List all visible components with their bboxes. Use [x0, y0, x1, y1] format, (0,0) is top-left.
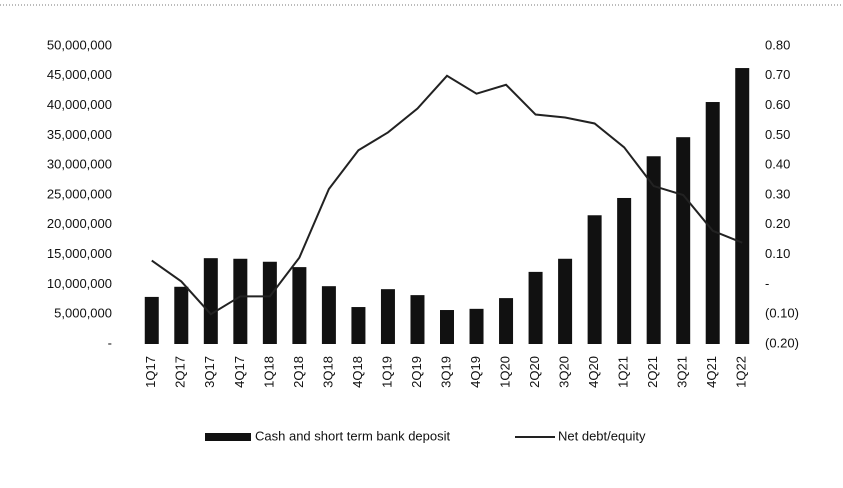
x-tick-label: 3Q19 — [438, 356, 453, 388]
x-tick-label: 3Q17 — [202, 356, 217, 388]
x-tick-label: 2Q20 — [527, 356, 542, 388]
bar — [705, 102, 720, 344]
bar — [380, 289, 395, 344]
x-tick-label: 2Q21 — [645, 356, 660, 388]
bar — [321, 286, 336, 344]
y2-tick-label: 0.20 — [765, 216, 790, 231]
y-tick-label: 20,000,000 — [47, 216, 112, 231]
y-tick-label: 10,000,000 — [47, 276, 112, 291]
bar — [203, 258, 218, 344]
bar — [233, 258, 248, 344]
y2-tick-label: 0.10 — [765, 246, 790, 261]
y-tick-label: 15,000,000 — [47, 246, 112, 261]
y-tick-label: 40,000,000 — [47, 97, 112, 112]
y2-tick-label: 0.60 — [765, 97, 790, 112]
bar — [292, 267, 307, 344]
x-tick-label: 4Q17 — [232, 356, 247, 388]
bar — [735, 68, 750, 344]
bar — [469, 308, 484, 344]
bar — [646, 156, 661, 344]
x-tick-label: 1Q19 — [379, 356, 394, 388]
x-tick-label: 4Q20 — [586, 356, 601, 388]
x-tick-label: 1Q21 — [616, 356, 631, 388]
y2-tick-label: 0.70 — [765, 67, 790, 82]
y-tick-label: 50,000,000 — [47, 37, 112, 52]
x-tick-label: 4Q21 — [704, 356, 719, 388]
x-tick-label: 2Q19 — [409, 356, 424, 388]
legend-label: Cash and short term bank deposit — [255, 428, 450, 443]
y2-tick-label: (0.20) — [765, 335, 799, 350]
legend-label: Net debt/equity — [558, 428, 646, 443]
bar — [262, 261, 277, 344]
line — [151, 74, 743, 316]
x-tick-label: 2Q18 — [291, 356, 306, 388]
bar — [440, 310, 454, 344]
y2-tick-label: 0.50 — [765, 127, 790, 142]
x-tick-label: 4Q18 — [350, 356, 365, 388]
y2-tick-label: 0.80 — [765, 37, 790, 52]
x-tick-label: 1Q18 — [261, 356, 276, 388]
y-tick-label: 35,000,000 — [47, 127, 112, 142]
y-tick-label: 25,000,000 — [47, 186, 112, 201]
legend-swatch — [205, 433, 251, 441]
y2-tick-label: 0.40 — [765, 157, 790, 172]
y2-tick-label: - — [765, 276, 769, 291]
x-tick-label: 3Q21 — [675, 356, 690, 388]
y-tick-label: 45,000,000 — [47, 67, 112, 82]
bar — [174, 286, 189, 344]
bar — [558, 258, 573, 344]
x-tick-label: 2Q17 — [173, 356, 188, 388]
bar — [617, 197, 632, 344]
y-tick-label: 5,000,000 — [54, 306, 112, 321]
x-tick-label: 1Q17 — [143, 356, 158, 388]
y-tick-label: - — [108, 335, 112, 350]
x-tick-label: 4Q19 — [468, 356, 483, 388]
bar — [144, 296, 159, 344]
y2-tick-label: 0.30 — [765, 186, 790, 201]
bar — [676, 137, 691, 344]
x-tick-label: 3Q20 — [557, 356, 572, 388]
bar — [528, 271, 543, 344]
bar — [587, 215, 602, 344]
x-tick-label: 1Q20 — [497, 356, 512, 388]
x-tick-label: 3Q18 — [320, 356, 335, 388]
y-tick-label: 30,000,000 — [47, 157, 112, 172]
y2-tick-label: (0.10) — [765, 306, 799, 321]
bar — [351, 307, 366, 344]
bar — [410, 295, 425, 344]
x-tick-label: 1Q22 — [734, 356, 749, 388]
bar — [499, 298, 514, 344]
